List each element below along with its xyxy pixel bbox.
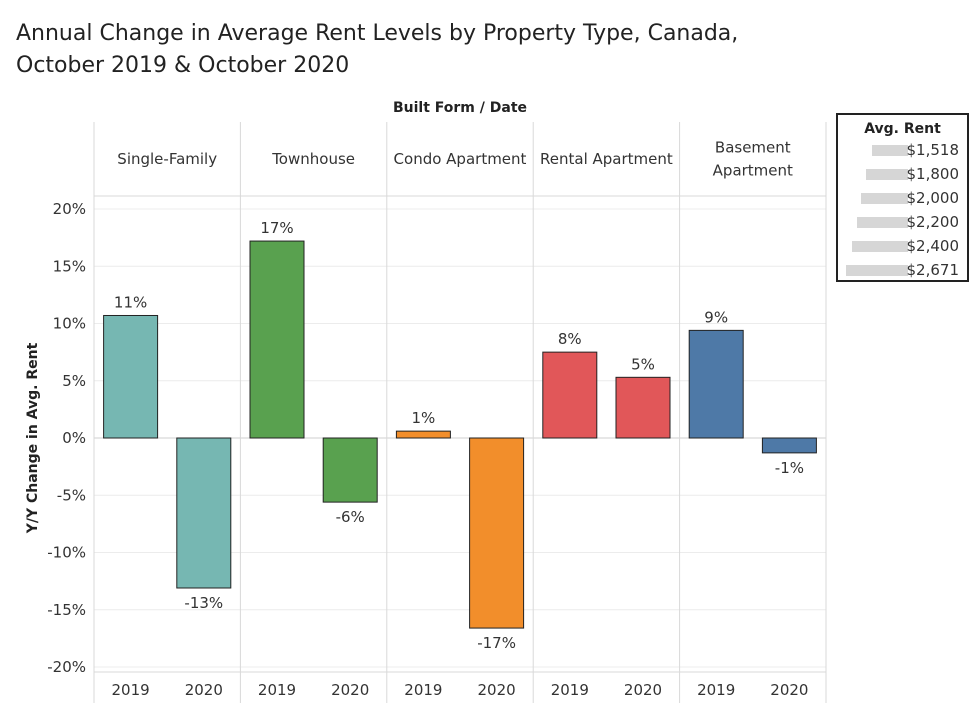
bar-chart: Built Form / Date Y/Y Change in Avg. Ren…: [25, 100, 827, 703]
y-tick-label: 5%: [62, 372, 86, 390]
bar: [688, 329, 744, 439]
legend-row: $2,200: [838, 211, 967, 235]
x-tick-label: 2019: [112, 681, 150, 699]
group-header-label: Condo Apartment: [394, 150, 527, 168]
x-tick-label: 2020: [624, 681, 662, 699]
legend-size-swatch: [856, 217, 908, 228]
bar: [761, 437, 817, 454]
bar: [469, 437, 525, 629]
x-tick-label: 2019: [404, 681, 442, 699]
group-header-label: Basement: [715, 139, 791, 157]
group-header-label: Rental Apartment: [540, 150, 673, 168]
y-tick-label: 20%: [53, 200, 86, 218]
y-tick-label: 10%: [53, 315, 86, 333]
x-tick-label: 2020: [770, 681, 808, 699]
data-label: -17%: [477, 634, 516, 652]
bar: [615, 376, 671, 439]
y-tick-label: 0%: [62, 429, 86, 447]
y-tick-label: -15%: [47, 601, 86, 619]
x-tick-label: 2020: [185, 681, 223, 699]
bar: [395, 430, 451, 439]
legend-label: $2,000: [906, 189, 960, 207]
y-tick-label: -20%: [47, 658, 86, 676]
data-label: 8%: [558, 330, 582, 348]
data-label: 17%: [260, 219, 293, 237]
legend-label: $2,671: [906, 261, 960, 279]
bar: [249, 240, 305, 439]
y-tick-label: -5%: [57, 486, 86, 504]
data-label: -1%: [775, 459, 804, 477]
legend-label: $1,518: [906, 141, 960, 159]
x-tick-label: 2020: [331, 681, 369, 699]
legend-row: $1,800: [838, 163, 967, 187]
legend-label: $2,200: [906, 213, 960, 231]
size-legend: Avg. Rent $1,518 $1,800 $2,000 $2,200 $2,400…: [836, 113, 969, 282]
data-label: 9%: [704, 308, 728, 326]
bar: [103, 314, 159, 439]
x-tick-label: 2019: [551, 681, 589, 699]
legend-row: $2,400: [838, 235, 967, 259]
x-tick-label: 2019: [697, 681, 735, 699]
group-header-label: Townhouse: [271, 150, 355, 168]
legend-title: Avg. Rent: [864, 121, 941, 137]
bar: [176, 437, 232, 589]
data-label: 1%: [412, 409, 436, 427]
group-header-label: Apartment: [713, 162, 793, 180]
legend-row: $2,000: [838, 187, 967, 211]
legend-label: $2,400: [906, 237, 960, 255]
x-tick-label: 2020: [478, 681, 516, 699]
legend-size-swatch: [872, 145, 908, 156]
data-label: 11%: [114, 293, 147, 311]
legend-size-swatch: [861, 193, 908, 204]
y-axis-label: Y/Y Change in Avg. Rent: [25, 342, 41, 534]
y-tick-label: 15%: [53, 257, 86, 275]
chart-title-line-1: Annual Change in Average Rent Levels by …: [16, 21, 739, 46]
legend-size-swatch: [852, 241, 908, 252]
legend-size-swatch: [846, 265, 908, 276]
legend-row: $2,671: [838, 259, 967, 283]
chart-title: Annual Change in Average Rent Levels by …: [16, 18, 738, 82]
legend-size-swatch: [865, 169, 908, 180]
bar: [322, 437, 378, 503]
y-tick-label: -10%: [47, 544, 86, 562]
bar: [542, 351, 598, 439]
header-label: Built Form / Date: [393, 100, 527, 116]
legend-row: $1,518: [838, 139, 967, 163]
data-label: -6%: [336, 508, 365, 526]
data-label: -13%: [184, 594, 223, 612]
data-label: 5%: [631, 355, 655, 373]
chart-title-line-2: October 2019 & October 2020: [16, 53, 350, 78]
legend-label: $1,800: [906, 165, 960, 183]
group-header-label: Single-Family: [117, 150, 217, 168]
x-tick-label: 2019: [258, 681, 296, 699]
